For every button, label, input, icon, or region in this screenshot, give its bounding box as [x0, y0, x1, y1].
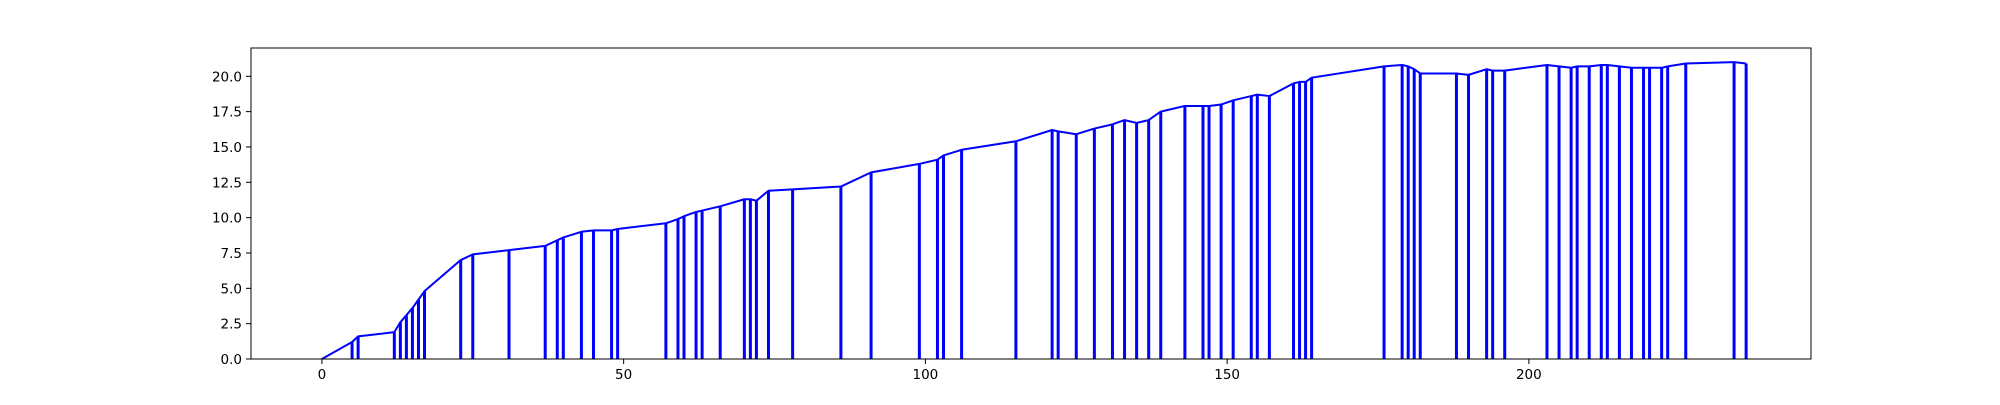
y-axis: 0.0 2.5 5.0 7.5 10.0 12.5 15.0 17.5 20.0 — [212, 69, 251, 368]
y-tick-label: 0.0 — [221, 352, 242, 368]
y-tick-label: 15.0 — [212, 140, 242, 156]
x-tick-label: 100 — [913, 367, 939, 383]
y-tick-label: 5.0 — [221, 281, 242, 297]
y-tick-label: 17.5 — [212, 105, 242, 121]
x-tick-label: 0 — [318, 367, 327, 383]
y-tick-label: 7.5 — [221, 246, 242, 262]
x-axis: 0 50 100 150 200 — [318, 359, 1542, 383]
x-tick-label: 200 — [1516, 367, 1542, 383]
x-tick-label: 150 — [1214, 367, 1240, 383]
x-tick-label: 50 — [615, 367, 632, 383]
y-tick-label: 12.5 — [212, 175, 242, 191]
plot-frame — [250, 47, 1812, 360]
y-tick-label: 2.5 — [221, 317, 242, 333]
y-tick-label: 10.0 — [212, 211, 242, 227]
y-tick-label: 20.0 — [212, 69, 242, 85]
plot-marks — [321, 61, 1748, 360]
